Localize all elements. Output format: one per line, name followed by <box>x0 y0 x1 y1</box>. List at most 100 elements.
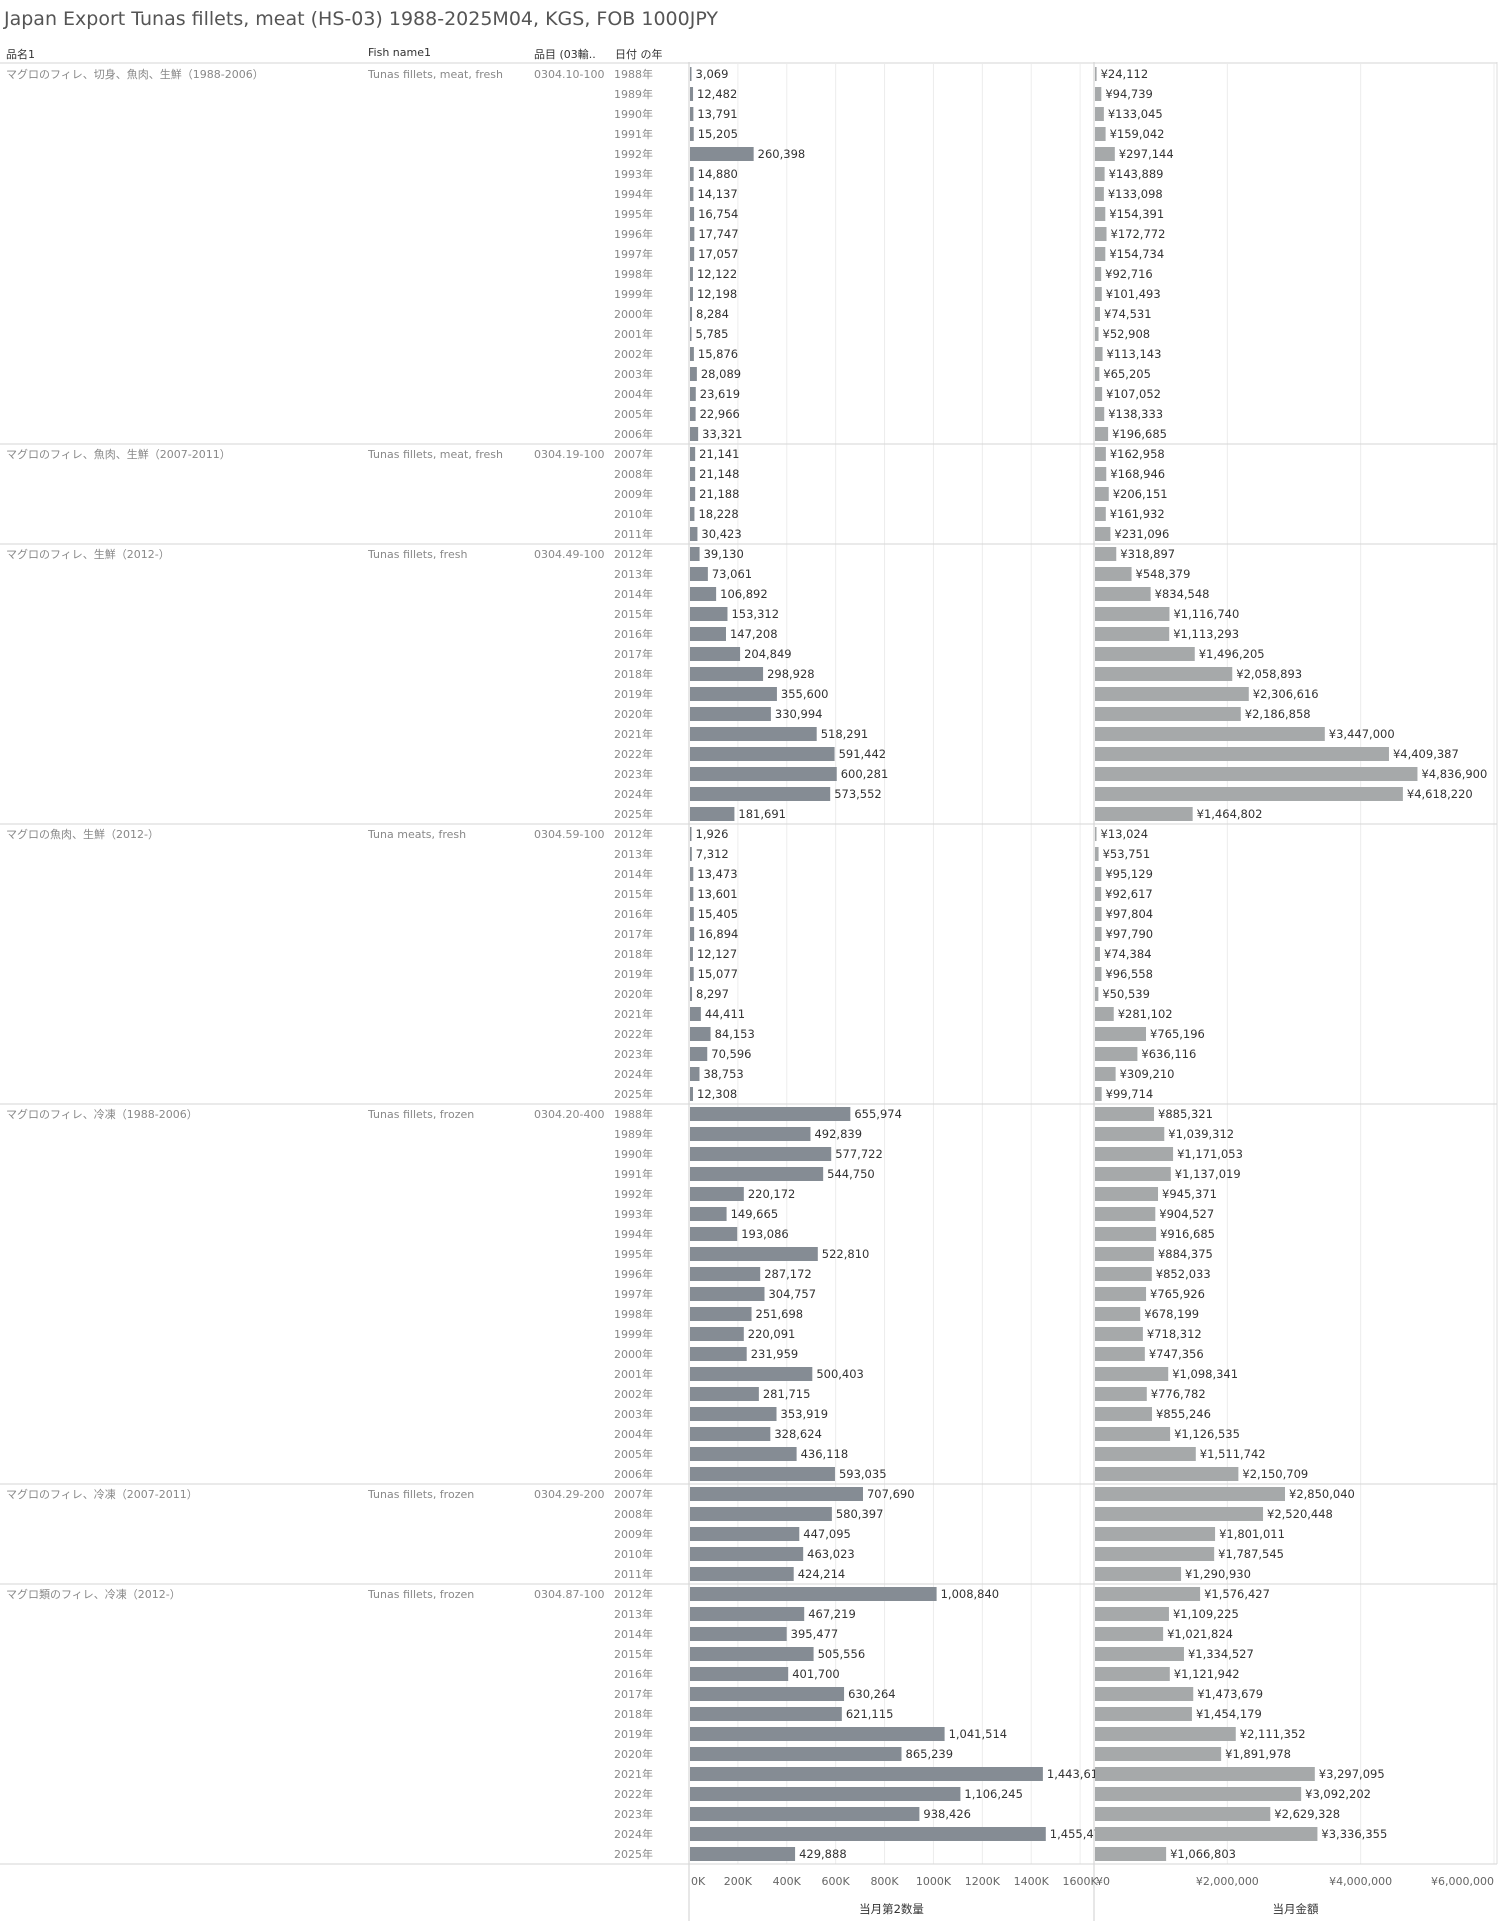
bar[interactable] <box>690 1407 777 1421</box>
bar[interactable] <box>690 1487 863 1501</box>
bar[interactable] <box>690 1527 800 1541</box>
bar[interactable] <box>690 1107 851 1121</box>
bar[interactable] <box>1095 127 1106 141</box>
bar[interactable] <box>690 687 777 701</box>
bar[interactable] <box>690 1047 708 1061</box>
bar[interactable] <box>1095 267 1102 281</box>
bar[interactable] <box>690 547 700 561</box>
bar[interactable] <box>690 1167 824 1181</box>
bar[interactable] <box>690 487 696 501</box>
bar[interactable] <box>1095 987 1099 1001</box>
bar[interactable] <box>1095 1387 1147 1401</box>
bar[interactable] <box>690 1547 804 1561</box>
bar[interactable] <box>690 1267 761 1281</box>
bar[interactable] <box>1095 1107 1155 1121</box>
bar[interactable] <box>690 567 708 581</box>
bar[interactable] <box>1095 167 1105 181</box>
bar[interactable] <box>1095 807 1193 821</box>
bar[interactable] <box>690 227 695 241</box>
bar[interactable] <box>1095 1287 1147 1301</box>
bar[interactable] <box>1095 527 1111 541</box>
bar[interactable] <box>1095 427 1109 441</box>
bar[interactable] <box>690 1147 832 1161</box>
bar[interactable] <box>1095 1067 1116 1081</box>
bar[interactable] <box>1095 727 1325 741</box>
bar[interactable] <box>1095 1127 1165 1141</box>
bar[interactable] <box>1095 247 1106 261</box>
bar[interactable] <box>1095 387 1103 401</box>
bar[interactable] <box>1095 1547 1215 1561</box>
bar[interactable] <box>1095 67 1097 81</box>
bar[interactable] <box>1095 1507 1264 1521</box>
bar[interactable] <box>1095 1807 1271 1821</box>
bar[interactable] <box>1095 287 1102 301</box>
bar[interactable] <box>1095 767 1418 781</box>
bar[interactable] <box>690 1727 945 1741</box>
bar[interactable] <box>1095 1527 1216 1541</box>
bar[interactable] <box>690 627 726 641</box>
bar[interactable] <box>690 1367 813 1381</box>
bar[interactable] <box>1095 787 1403 801</box>
bar[interactable] <box>690 987 693 1001</box>
bar[interactable] <box>1095 967 1102 981</box>
bar[interactable] <box>690 347 694 361</box>
bar[interactable] <box>1095 1027 1147 1041</box>
bar[interactable] <box>690 587 717 601</box>
bar[interactable] <box>690 87 694 101</box>
bar[interactable] <box>690 1687 845 1701</box>
bar[interactable] <box>1095 1567 1182 1581</box>
bar[interactable] <box>690 1207 727 1221</box>
bar[interactable] <box>690 647 741 661</box>
bar[interactable] <box>690 247 695 261</box>
bar[interactable] <box>690 1627 787 1641</box>
bar[interactable] <box>690 427 699 441</box>
bar[interactable] <box>690 1767 1043 1781</box>
bar[interactable] <box>690 147 754 161</box>
bar[interactable] <box>690 1847 796 1861</box>
bar[interactable] <box>1095 507 1106 521</box>
header-fish-name[interactable]: Fish name1 <box>368 46 431 59</box>
bar[interactable] <box>690 867 694 881</box>
bar[interactable] <box>1095 1427 1171 1441</box>
bar[interactable] <box>690 787 831 801</box>
bar[interactable] <box>690 827 692 841</box>
bar[interactable] <box>690 127 694 141</box>
bar[interactable] <box>1095 567 1132 581</box>
bar[interactable] <box>1095 1587 1201 1601</box>
bar[interactable] <box>1095 847 1099 861</box>
bar[interactable] <box>690 1067 700 1081</box>
bar[interactable] <box>1095 1327 1143 1341</box>
bar[interactable] <box>690 527 698 541</box>
header-year[interactable]: 日付 の年 <box>615 48 663 61</box>
bar[interactable] <box>1095 327 1099 341</box>
bar[interactable] <box>690 1807 920 1821</box>
bar[interactable] <box>1095 1747 1222 1761</box>
bar[interactable] <box>690 1587 937 1601</box>
bar[interactable] <box>1095 587 1151 601</box>
bar[interactable] <box>1095 887 1102 901</box>
bar[interactable] <box>1095 1187 1159 1201</box>
bar[interactable] <box>1095 147 1115 161</box>
bar[interactable] <box>1095 747 1389 761</box>
bar[interactable] <box>690 1007 701 1021</box>
bar[interactable] <box>1095 647 1195 661</box>
bar[interactable] <box>690 947 693 961</box>
bar[interactable] <box>690 167 694 181</box>
bar[interactable] <box>690 1187 744 1201</box>
bar[interactable] <box>690 1327 744 1341</box>
bar[interactable] <box>1095 307 1100 321</box>
bar[interactable] <box>690 1127 811 1141</box>
bar[interactable] <box>1095 1787 1302 1801</box>
bar[interactable] <box>690 67 692 81</box>
bar[interactable] <box>690 327 692 341</box>
bar[interactable] <box>690 727 817 741</box>
bar[interactable] <box>690 1227 738 1241</box>
bar[interactable] <box>690 767 837 781</box>
bar[interactable] <box>690 467 696 481</box>
bar[interactable] <box>1095 1227 1157 1241</box>
bar[interactable] <box>1095 1487 1286 1501</box>
bar[interactable] <box>1095 827 1097 841</box>
bar[interactable] <box>690 1347 747 1361</box>
bar[interactable] <box>1095 467 1107 481</box>
bar[interactable] <box>690 907 694 921</box>
